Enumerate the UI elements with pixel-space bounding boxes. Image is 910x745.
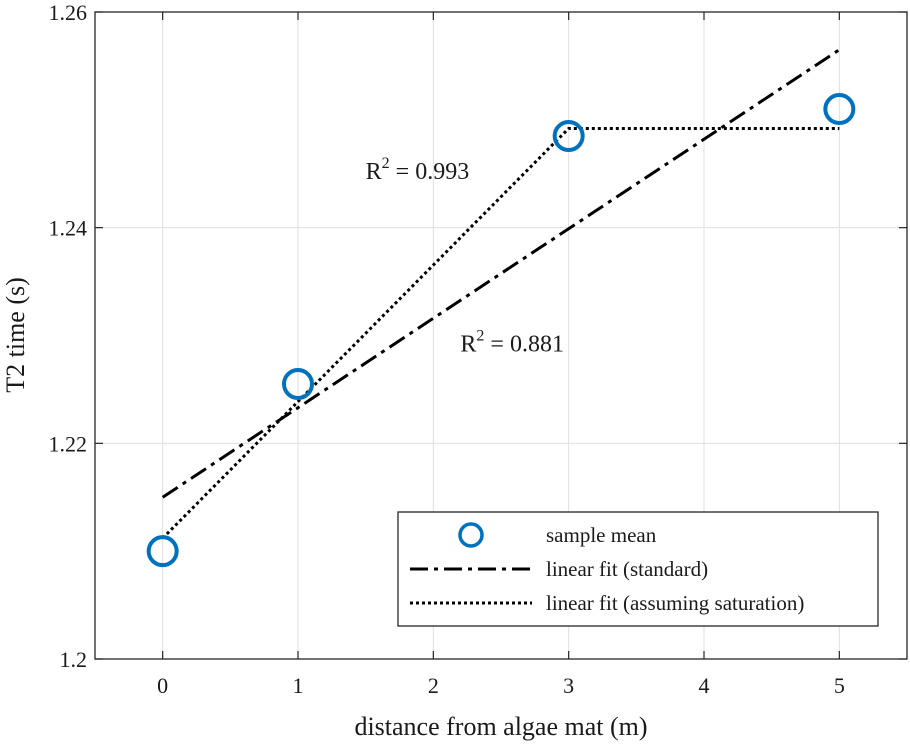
r-squared-annotation: R2 = 0.993: [366, 155, 470, 185]
data-point-marker: [552, 120, 585, 153]
y-axis-label: T2 time (s): [1, 277, 30, 393]
y-tick-label: 1.22: [49, 431, 88, 456]
y-tick-label: 1.2: [60, 647, 88, 672]
data-point-marker: [146, 535, 179, 568]
x-tick-label: 1: [293, 673, 304, 698]
r-squared-annotation: R2 = 0.881: [460, 328, 564, 358]
x-tick-label: 5: [834, 673, 845, 698]
x-axis-label: distance from algae mat (m): [354, 712, 647, 741]
data-point-marker: [282, 368, 314, 401]
x-tick-label: 2: [428, 673, 439, 698]
y-tick-label: 1.26: [49, 0, 88, 25]
plot-frame: [94, 11, 908, 660]
legend-label: linear fit (standard): [546, 557, 708, 581]
data-point-marker: [823, 93, 856, 126]
annotation-layer: R2 = 0.993 R2 = 0.881: [366, 155, 564, 358]
y-tick-label: 1.24: [49, 216, 88, 241]
legend-marker-icon: [458, 522, 484, 548]
x-tick-label: 0: [157, 673, 168, 698]
x-tick-label: 4: [699, 673, 710, 698]
legend-label: linear fit (assuming saturation): [546, 591, 804, 615]
legend-label: sample mean: [546, 523, 657, 547]
ticks: 0 1 2 3 4 5 1.2 1.22 1.24 1.26: [49, 0, 907, 698]
series-layer: [146, 48, 856, 568]
legend: sample mean linear fit (standard) linear f…: [397, 511, 879, 627]
series-line: [161, 126, 840, 540]
x-tick-label: 3: [563, 673, 574, 698]
